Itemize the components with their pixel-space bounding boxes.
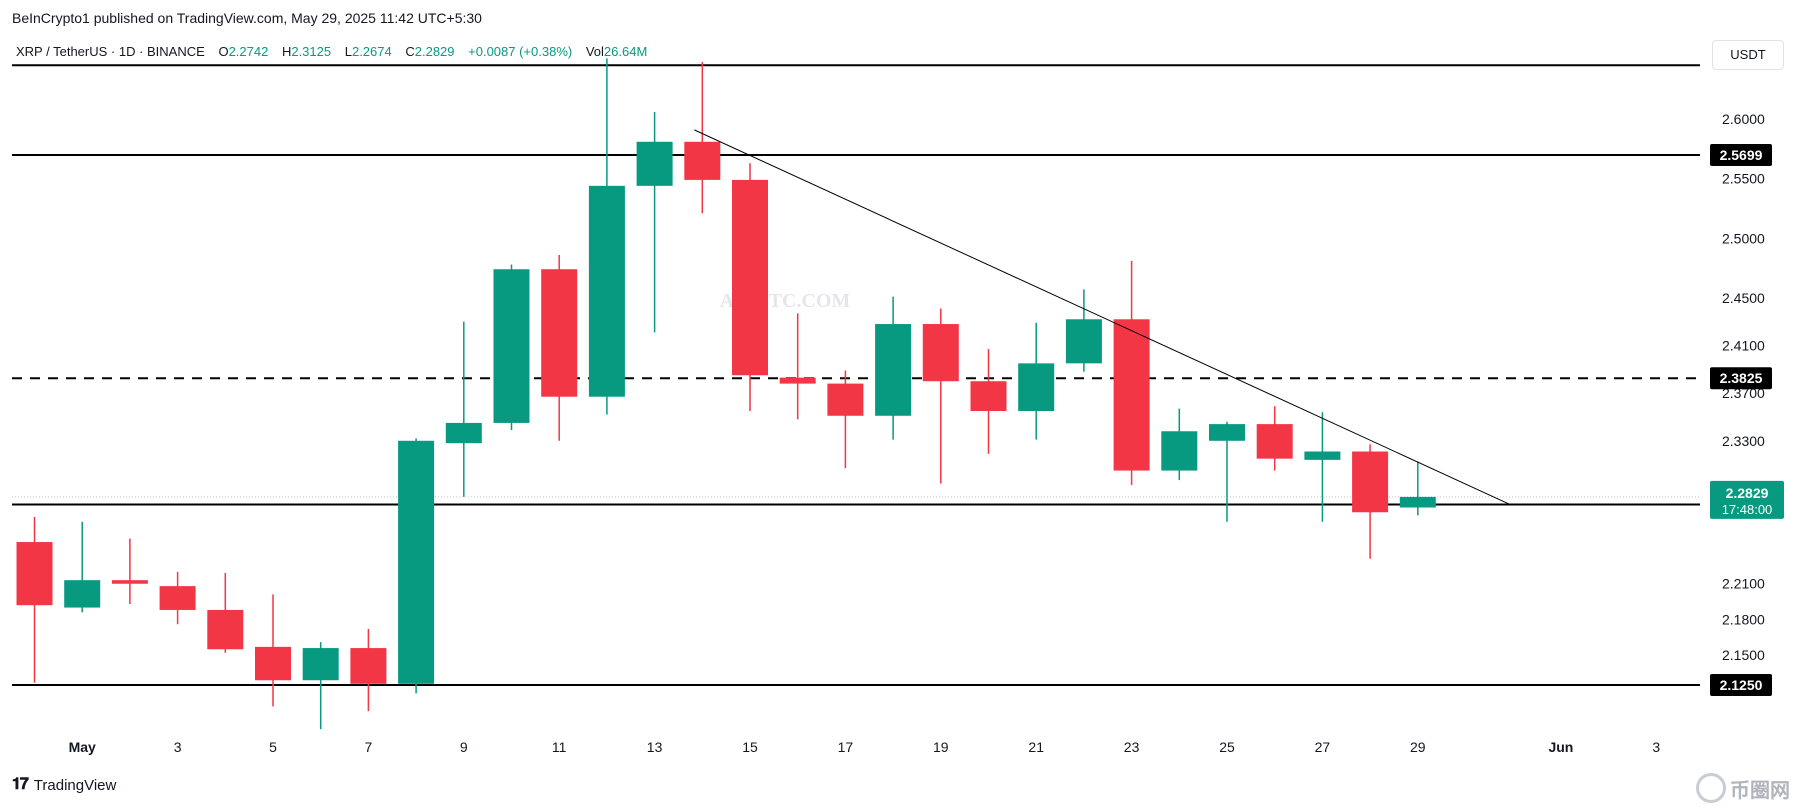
tradingview-logo-icon: 𝟏𝟕 [12, 776, 29, 793]
last-price-label: 2.2829 [1726, 485, 1769, 501]
corner-watermark: 币圈网 [1696, 773, 1790, 803]
candle-body [302, 648, 339, 681]
candle-body [350, 648, 387, 684]
x-tick-label: 3 [1652, 739, 1660, 755]
close-label: C [405, 44, 415, 59]
candle-body [1256, 424, 1293, 459]
y-tick-label: 2.5500 [1722, 171, 1765, 187]
level-label: 2.1250 [1720, 677, 1763, 693]
candle-body [1018, 363, 1055, 412]
symbol-name[interactable]: XRP / TetherUS · 1D · BINANCE [16, 44, 205, 59]
candle-body [16, 542, 53, 606]
high-value: 2.3125 [291, 44, 332, 59]
level-label: 2.5699 [1720, 147, 1763, 163]
candle-body [111, 580, 148, 584]
candle-body [493, 269, 530, 423]
candle-body [255, 646, 291, 681]
volume-value: 26.64M [603, 44, 648, 59]
y-tick-label: 2.4500 [1722, 290, 1765, 306]
tradingview-brand[interactable]: 𝟏𝟕 TradingView [12, 776, 116, 794]
candle-body [64, 580, 101, 608]
x-tick-label: 11 [552, 739, 567, 755]
level-label-box [1710, 367, 1772, 390]
candle-body [1304, 451, 1341, 460]
candle-body [922, 324, 959, 382]
candle-body [827, 383, 864, 416]
currency-button[interactable]: USDT [1712, 40, 1784, 70]
candle-body [779, 377, 816, 384]
volume-label: Vol [585, 44, 604, 59]
candle-body [207, 609, 244, 650]
level-label-box [1710, 144, 1772, 166]
x-tick-label: May [69, 739, 96, 755]
low-value: 2.2674 [351, 44, 392, 59]
last-price-badge [1710, 480, 1784, 519]
y-tick-label: 2.4100 [1722, 337, 1765, 353]
level-label: 2.3825 [1720, 370, 1763, 386]
candle-body [1113, 319, 1150, 471]
candle-body [1065, 319, 1102, 364]
watermark-circle-icon [1696, 773, 1726, 803]
x-tick-label: 19 [933, 739, 949, 755]
candle-body [636, 141, 673, 186]
candle-body [1161, 431, 1198, 471]
x-tick-label: 3 [174, 739, 182, 755]
level-label-box [1710, 674, 1772, 696]
watermark-corner-text: 币圈网 [1730, 779, 1790, 802]
x-tick-label: 17 [838, 739, 854, 755]
x-tick-label: 7 [365, 739, 373, 755]
x-tick-label: 25 [1219, 739, 1235, 755]
open-label: O [218, 44, 229, 59]
candle-body [1352, 451, 1389, 513]
x-tick-label: 13 [647, 739, 663, 755]
x-tick-label: Jun [1548, 739, 1573, 755]
symbol-legend: XRP / TetherUS · 1D · BINANCE O2.2742 H2… [16, 44, 647, 59]
low-label: L [344, 44, 352, 59]
x-tick-label: 29 [1410, 739, 1426, 755]
y-tick-label: 2.3300 [1722, 433, 1765, 449]
y-tick-label: 2.6000 [1722, 111, 1765, 127]
candle-body [732, 179, 768, 376]
candle-body [875, 324, 912, 416]
candle-body [398, 440, 435, 684]
tradingview-label: TradingView [33, 776, 117, 794]
candle-body [684, 141, 721, 180]
y-tick-label: 2.1500 [1722, 647, 1765, 663]
countdown-label: 17:48:00 [1722, 502, 1773, 517]
candle-body [541, 269, 578, 397]
candle-body [445, 422, 482, 444]
y-tick-label: 2.5000 [1722, 230, 1765, 246]
trend-line [694, 129, 1511, 505]
close-value: 2.2829 [414, 44, 455, 59]
x-tick-label: 15 [742, 739, 758, 755]
x-tick-label: 9 [460, 739, 468, 755]
candle-body [1209, 424, 1245, 441]
candle-body [970, 381, 1007, 412]
open-value: 2.2742 [228, 44, 269, 59]
x-tick-label: 23 [1124, 739, 1140, 755]
y-tick-label: 2.1800 [1722, 611, 1765, 627]
change-value: +0.0087 (+0.38%) [468, 44, 573, 59]
x-tick-label: 27 [1315, 739, 1331, 755]
x-tick-label: 5 [269, 739, 277, 755]
y-tick-label: 2.2100 [1722, 576, 1765, 592]
high-label: H [281, 44, 292, 59]
candle-body [588, 185, 625, 397]
candle-body [159, 586, 196, 610]
x-tick-label: 21 [1028, 739, 1044, 755]
candle-body [1399, 496, 1436, 508]
publish-info: BeInCrypto1 published on TradingView.com… [12, 10, 482, 26]
